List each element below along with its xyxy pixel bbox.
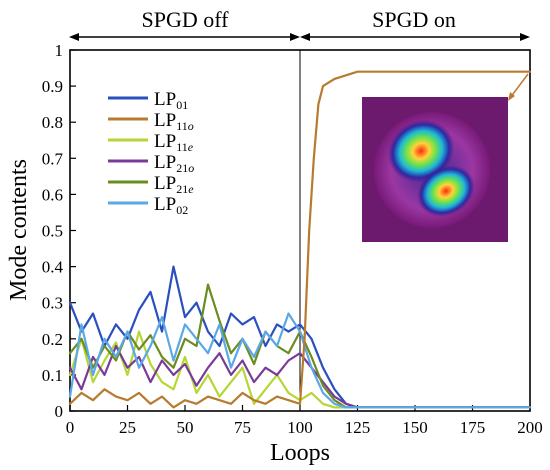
- legend-label-lp21o: LP21o: [154, 152, 194, 175]
- x-tick-label: 25: [119, 418, 136, 437]
- legend-label-lp11o: LP11o: [154, 110, 194, 133]
- y-tick-label: 0.5: [42, 222, 63, 241]
- x-tick-label: 175: [460, 418, 486, 437]
- legend-label-lp21e: LP21e: [154, 173, 194, 196]
- y-tick-label: 0: [55, 402, 64, 421]
- y-tick-label: 1: [55, 41, 64, 60]
- phase-on-label: SPGD on: [372, 7, 456, 32]
- x-tick-label: 0: [66, 418, 75, 437]
- inset-pointer: [509, 73, 529, 99]
- legend-label-lp01: LP01: [154, 89, 188, 112]
- x-axis-label: Loops: [270, 440, 330, 466]
- inset-pointer-head: [508, 92, 515, 101]
- series-line-lp02: [68, 312, 532, 409]
- x-tick-label: 150: [402, 418, 428, 437]
- series-line-lp11o: [68, 70, 532, 409]
- inset-lobe-lower: [417, 165, 475, 217]
- series-line-lp01: [68, 265, 532, 409]
- phase-on-arrow-head-left: [300, 33, 310, 41]
- phase-off-arrow-head-right: [290, 33, 300, 41]
- y-tick-label: 0.3: [42, 294, 63, 313]
- axis-ticks: 0 25 50 75 100 125 150 175 200 0 0.1 0.2 0.3 0.4 0.5 0.…: [42, 41, 543, 437]
- phase-annotations: SPGD off SPGD on: [69, 7, 530, 41]
- inset-mode-image: [362, 97, 508, 242]
- y-tick-label: 0.1: [42, 366, 63, 385]
- y-tick-label: 0.6: [42, 185, 63, 204]
- y-tick-label: 0.9: [42, 77, 63, 96]
- y-axis-label: Mode contents: [6, 159, 32, 301]
- y-tick-label: 0.4: [42, 258, 64, 277]
- legend-label-lp11e: LP11e: [154, 131, 194, 154]
- phase-off-label: SPGD off: [141, 7, 229, 32]
- inset-lobe-upper: [387, 119, 455, 183]
- phase-on-arrow-head-right: [520, 33, 530, 41]
- x-tick-label: 200: [517, 418, 543, 437]
- series-line-lp21o: [68, 344, 532, 409]
- x-tick-label: 125: [345, 418, 371, 437]
- y-tick-label: 0.7: [42, 149, 64, 168]
- y-tick-label: 0.8: [42, 113, 63, 132]
- x-tick-label: 100: [287, 418, 313, 437]
- x-tick-label: 50: [177, 418, 194, 437]
- series-layer: [68, 70, 532, 409]
- y-tick-label: 0.2: [42, 330, 63, 349]
- x-tick-label: 75: [234, 418, 251, 437]
- legend-label-lp02: LP02: [154, 194, 188, 217]
- phase-off-arrow-head-left: [69, 33, 79, 41]
